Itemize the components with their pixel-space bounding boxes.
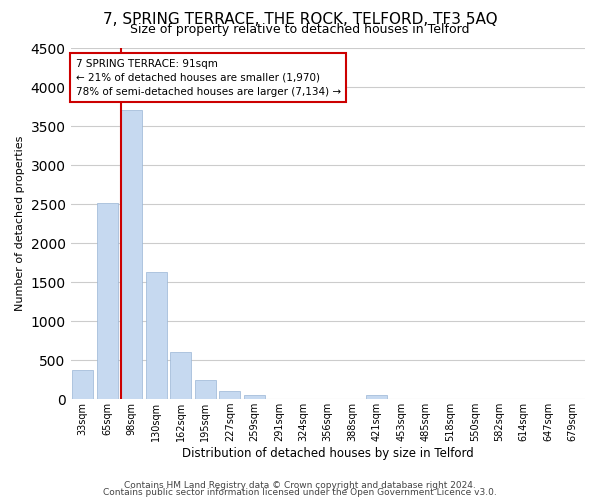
Bar <box>97 202 118 399</box>
Bar <box>170 352 191 399</box>
Bar <box>220 392 240 399</box>
Bar <box>244 395 265 399</box>
Bar <box>367 395 387 399</box>
Bar <box>146 272 167 399</box>
Y-axis label: Number of detached properties: Number of detached properties <box>15 136 25 312</box>
Text: 7, SPRING TERRACE, THE ROCK, TELFORD, TF3 5AQ: 7, SPRING TERRACE, THE ROCK, TELFORD, TF… <box>103 12 497 28</box>
Text: Contains public sector information licensed under the Open Government Licence v3: Contains public sector information licen… <box>103 488 497 497</box>
Text: 7 SPRING TERRACE: 91sqm
← 21% of detached houses are smaller (1,970)
78% of semi: 7 SPRING TERRACE: 91sqm ← 21% of detache… <box>76 58 341 96</box>
Bar <box>73 370 93 399</box>
Bar <box>121 110 142 399</box>
X-axis label: Distribution of detached houses by size in Telford: Distribution of detached houses by size … <box>182 447 473 460</box>
Text: Size of property relative to detached houses in Telford: Size of property relative to detached ho… <box>130 22 470 36</box>
Bar <box>195 380 215 399</box>
Text: Contains HM Land Registry data © Crown copyright and database right 2024.: Contains HM Land Registry data © Crown c… <box>124 480 476 490</box>
